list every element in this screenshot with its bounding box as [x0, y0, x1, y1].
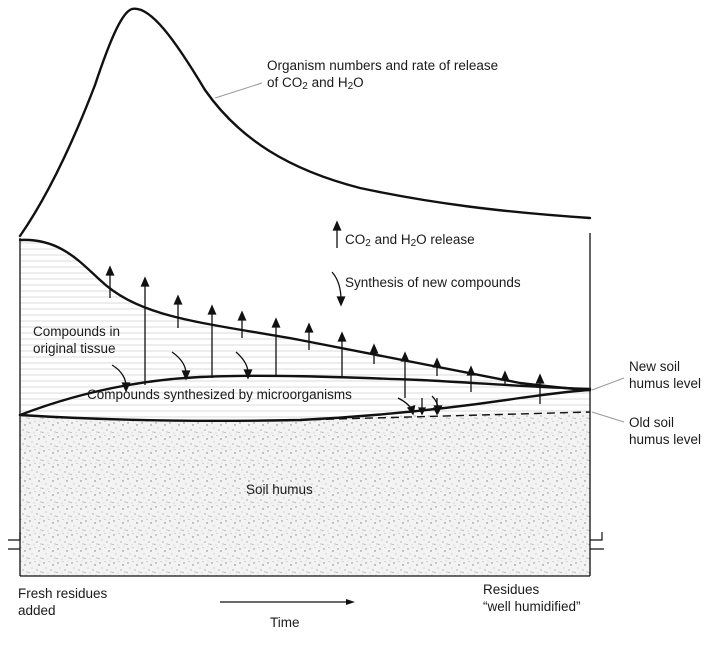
organism-curve — [18, 7, 592, 238]
release-arrowhead — [237, 310, 247, 321]
soil-humus-region — [20, 412, 590, 576]
left-break-mark — [8, 532, 21, 550]
organism-label-line2: of CO2 and H2O — [267, 74, 498, 92]
old-humus-line1: Old soil — [629, 415, 675, 430]
time-label: Time — [270, 615, 300, 630]
new-humus-leader-line — [591, 377, 625, 391]
release-label-text: CO — [345, 232, 366, 247]
release-arrowhead — [466, 365, 476, 376]
release-label-sub: 2 — [365, 238, 371, 249]
deposit-arrowhead — [417, 407, 427, 416]
fresh-residues-line2: added — [18, 603, 56, 618]
synthesis-arrowhead — [406, 405, 416, 416]
synthesis-arrowhead — [181, 370, 191, 381]
release-label-text: O release — [416, 232, 475, 247]
fresh-residues-label: Fresh residues added — [18, 585, 107, 619]
time-arrow — [220, 599, 355, 605]
original-tissue-line2: original tissue — [33, 341, 116, 356]
organism-label-sub: 2 — [302, 81, 308, 92]
new-humus-line2: humus level — [629, 376, 702, 391]
organism-label-text: of CO — [267, 75, 303, 90]
release-arrowhead — [369, 343, 379, 354]
release-arrowhead — [140, 276, 150, 287]
release-arrowhead — [535, 373, 545, 384]
fresh-residues-line1: Fresh residues — [18, 586, 108, 601]
release-arrowhead — [105, 265, 115, 276]
residues-humified-label: Residues “well humidified” — [483, 581, 581, 615]
legend-release-arrowhead — [332, 220, 342, 231]
original-tissue-label: Compounds in original tissue — [33, 323, 120, 357]
original-tissue-region — [20, 239, 590, 421]
release-arrowhead — [500, 370, 510, 381]
soil-humus-label: Soil humus — [246, 482, 313, 497]
old-humus-dashed-line — [299, 411, 591, 421]
new-humus-line1: New soil — [629, 359, 681, 374]
release-arrowhead — [432, 357, 442, 368]
organism-leader-line — [214, 82, 263, 99]
release-arrowhead — [304, 322, 314, 333]
release-arrowhead — [173, 294, 183, 305]
release-label-text: and H — [370, 232, 411, 247]
synthesized-label: Compounds synthesized by microorganisms — [87, 387, 352, 402]
synthesis-arrowhead — [121, 382, 131, 393]
release-legend-label: CO2 and H2O release — [345, 231, 475, 249]
synthesis-arrowhead — [336, 296, 346, 307]
old-humus-line2: humus level — [629, 432, 702, 447]
right-break-mark — [590, 532, 604, 550]
release-arrowhead — [271, 317, 281, 328]
release-arrowhead — [400, 351, 410, 362]
residues-humified-line2: “well humidified” — [483, 599, 581, 614]
organism-label: Organism numbers and rate of release of … — [267, 57, 499, 92]
release-label-sub: 2 — [410, 238, 417, 249]
organism-label-sub: 2 — [347, 81, 354, 92]
new-humus-label: New soil humus level — [629, 358, 701, 392]
deposit-arrows — [417, 398, 442, 416]
residues-humified-line1: Residues — [483, 582, 540, 597]
synthesis-arrow — [331, 271, 342, 301]
organism-label-text: and H — [307, 75, 348, 90]
co2-release-arrows — [105, 220, 545, 404]
deposit-arrowhead — [432, 407, 442, 416]
original-tissue-line1: Compounds in — [33, 324, 121, 339]
release-arrowhead — [337, 331, 347, 342]
synthesis-new-label: Synthesis of new compounds — [345, 275, 521, 290]
release-arrowhead — [207, 304, 217, 315]
synthesized-upper-curve — [18, 374, 592, 417]
organism-label-line1: Organism numbers and rate of release — [267, 58, 499, 73]
time-arrowhead — [346, 599, 355, 605]
old-humus-label: Old soil humus level — [629, 414, 701, 448]
organism-label-text: O — [353, 75, 364, 90]
old-humus-leader-line — [591, 411, 625, 423]
synthesis-arrowhead — [243, 369, 253, 380]
original-tissue-curve — [18, 238, 592, 392]
